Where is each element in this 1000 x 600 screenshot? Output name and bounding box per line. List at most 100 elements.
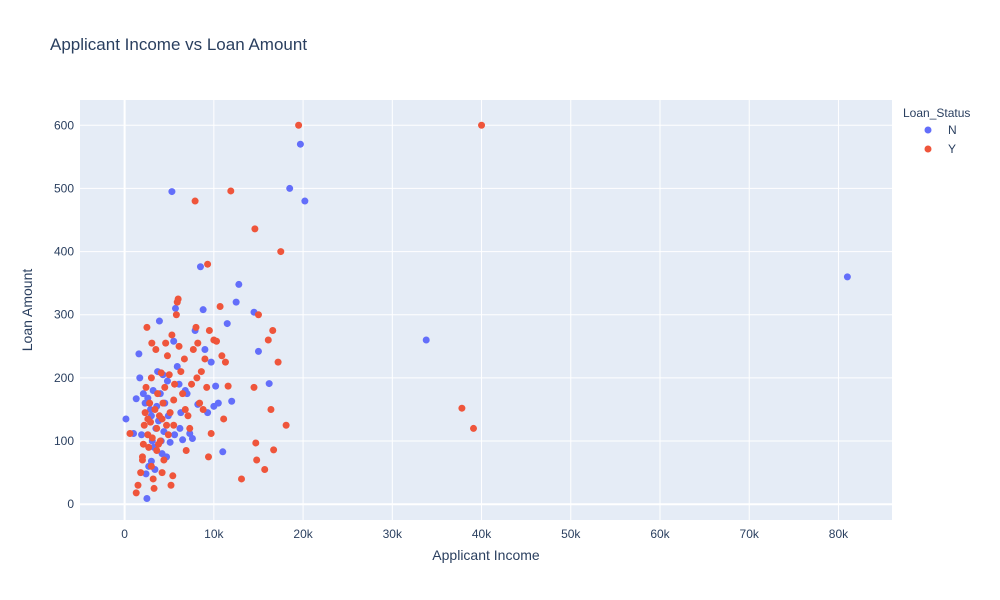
data-point-y[interactable] bbox=[126, 429, 134, 437]
data-point-y[interactable] bbox=[216, 303, 224, 311]
data-point-n[interactable] bbox=[214, 399, 222, 407]
data-point-n[interactable] bbox=[139, 390, 147, 398]
data-point-y[interactable] bbox=[170, 396, 178, 404]
data-point-y[interactable] bbox=[152, 345, 160, 353]
data-point-y[interactable] bbox=[270, 446, 278, 454]
data-point-n[interactable] bbox=[171, 304, 179, 312]
data-point-n[interactable] bbox=[166, 438, 174, 446]
data-point-y[interactable] bbox=[144, 415, 152, 423]
data-point-y[interactable] bbox=[203, 383, 211, 391]
data-point-n[interactable] bbox=[138, 431, 146, 439]
data-point-n[interactable] bbox=[176, 424, 184, 432]
data-point-y[interactable] bbox=[162, 339, 170, 347]
data-point-y[interactable] bbox=[157, 369, 165, 377]
data-point-n[interactable] bbox=[219, 448, 227, 456]
data-point-n[interactable] bbox=[235, 280, 243, 288]
data-point-y[interactable] bbox=[282, 421, 290, 429]
data-point-y[interactable] bbox=[147, 374, 155, 382]
data-point-n[interactable] bbox=[168, 188, 176, 196]
data-point-n[interactable] bbox=[132, 395, 140, 403]
data-point-y[interactable] bbox=[264, 336, 272, 344]
data-point-y[interactable] bbox=[149, 475, 157, 483]
data-point-n[interactable] bbox=[135, 350, 143, 358]
data-point-n[interactable] bbox=[265, 380, 273, 388]
data-point-y[interactable] bbox=[261, 465, 269, 473]
data-point-y[interactable] bbox=[172, 311, 180, 319]
data-point-y[interactable] bbox=[193, 374, 201, 382]
data-point-y[interactable] bbox=[158, 415, 166, 423]
data-point-y[interactable] bbox=[148, 434, 156, 442]
data-point-n[interactable] bbox=[199, 306, 207, 314]
data-point-y[interactable] bbox=[470, 424, 478, 432]
data-point-y[interactable] bbox=[221, 358, 229, 366]
data-point-y[interactable] bbox=[252, 439, 260, 447]
data-point-n[interactable] bbox=[143, 495, 151, 503]
data-point-y[interactable] bbox=[204, 453, 212, 461]
data-point-y[interactable] bbox=[186, 424, 194, 432]
data-point-n[interactable] bbox=[296, 140, 304, 148]
data-point-y[interactable] bbox=[146, 399, 154, 407]
data-point-y[interactable] bbox=[175, 342, 183, 350]
data-point-n[interactable] bbox=[122, 415, 130, 423]
data-point-n[interactable] bbox=[155, 317, 163, 325]
data-point-n[interactable] bbox=[196, 263, 204, 271]
data-point-n[interactable] bbox=[212, 382, 220, 390]
data-point-y[interactable] bbox=[145, 443, 153, 451]
data-point-n[interactable] bbox=[843, 273, 851, 281]
data-point-y[interactable] bbox=[458, 404, 466, 412]
legend-item-n[interactable]: N bbox=[924, 123, 957, 137]
data-point-y[interactable] bbox=[188, 380, 196, 388]
data-point-y[interactable] bbox=[134, 481, 142, 489]
data-point-y[interactable] bbox=[165, 371, 173, 379]
data-point-y[interactable] bbox=[163, 421, 171, 429]
data-point-n[interactable] bbox=[286, 184, 294, 192]
data-point-y[interactable] bbox=[164, 431, 172, 439]
data-point-y[interactable] bbox=[168, 331, 176, 339]
data-point-y[interactable] bbox=[254, 311, 262, 319]
data-point-n[interactable] bbox=[254, 347, 262, 355]
data-point-n[interactable] bbox=[142, 470, 150, 478]
data-point-y[interactable] bbox=[197, 368, 205, 376]
data-point-n[interactable] bbox=[170, 337, 178, 345]
data-point-y[interactable] bbox=[163, 352, 171, 360]
data-point-y[interactable] bbox=[207, 429, 215, 437]
data-point-n[interactable] bbox=[422, 336, 430, 344]
data-point-y[interactable] bbox=[253, 456, 261, 464]
data-point-y[interactable] bbox=[224, 382, 232, 390]
data-point-y[interactable] bbox=[199, 405, 207, 413]
data-point-y[interactable] bbox=[182, 447, 190, 455]
data-point-y[interactable] bbox=[160, 456, 168, 464]
data-point-y[interactable] bbox=[166, 409, 174, 417]
data-point-y[interactable] bbox=[177, 368, 185, 376]
data-point-y[interactable] bbox=[189, 345, 197, 353]
data-point-y[interactable] bbox=[154, 390, 162, 398]
data-point-y[interactable] bbox=[201, 355, 209, 363]
data-point-y[interactable] bbox=[139, 440, 147, 448]
data-point-y[interactable] bbox=[161, 383, 169, 391]
data-point-y[interactable] bbox=[151, 405, 159, 413]
data-point-y[interactable] bbox=[192, 323, 200, 331]
data-point-n[interactable] bbox=[188, 435, 196, 443]
data-point-y[interactable] bbox=[174, 295, 182, 303]
data-point-y[interactable] bbox=[269, 327, 277, 335]
data-point-n[interactable] bbox=[173, 363, 181, 371]
data-point-n[interactable] bbox=[136, 374, 144, 382]
data-point-y[interactable] bbox=[250, 383, 258, 391]
data-point-y[interactable] bbox=[170, 421, 178, 429]
data-point-n[interactable] bbox=[147, 457, 155, 465]
data-point-y[interactable] bbox=[204, 260, 212, 268]
data-point-y[interactable] bbox=[181, 405, 189, 413]
data-point-n[interactable] bbox=[301, 197, 309, 205]
data-point-y[interactable] bbox=[180, 355, 188, 363]
data-point-y[interactable] bbox=[169, 472, 177, 480]
data-point-n[interactable] bbox=[171, 431, 179, 439]
data-point-y[interactable] bbox=[251, 225, 259, 233]
data-point-y[interactable] bbox=[205, 327, 213, 335]
data-point-n[interactable] bbox=[228, 397, 236, 405]
data-point-y[interactable] bbox=[137, 469, 145, 477]
data-point-n[interactable] bbox=[223, 320, 231, 328]
data-point-y[interactable] bbox=[295, 121, 303, 129]
data-point-y[interactable] bbox=[196, 399, 204, 407]
data-point-y[interactable] bbox=[153, 424, 161, 432]
data-point-y[interactable] bbox=[478, 121, 486, 129]
